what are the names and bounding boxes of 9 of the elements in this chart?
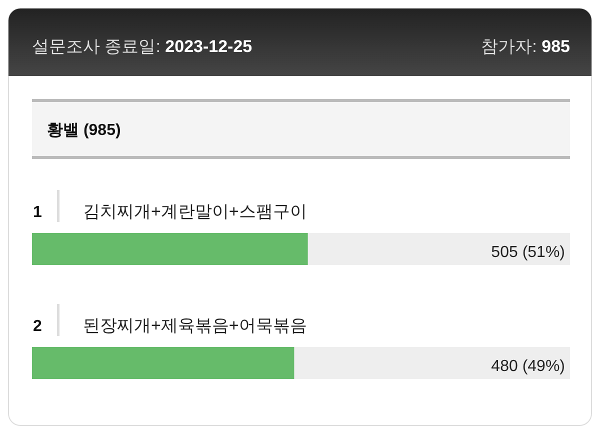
annotation: 2 (33, 318, 42, 335)
y-tick-label: 된장찌개+제육볶음+어묵볶음 (83, 316, 307, 335)
chart-title: 황밸 (985) (47, 122, 121, 139)
data-label: 480 (49%) (491, 358, 565, 375)
data-label: 505 (51%) (491, 244, 565, 261)
y-tick-label: 김치찌개+계란말이+스팸구이 (83, 202, 307, 221)
text: 참가자: 985 (481, 37, 570, 56)
text: 설문조사 종료일: 2023-12-25 (32, 37, 252, 56)
annotation: 1 (33, 204, 42, 221)
